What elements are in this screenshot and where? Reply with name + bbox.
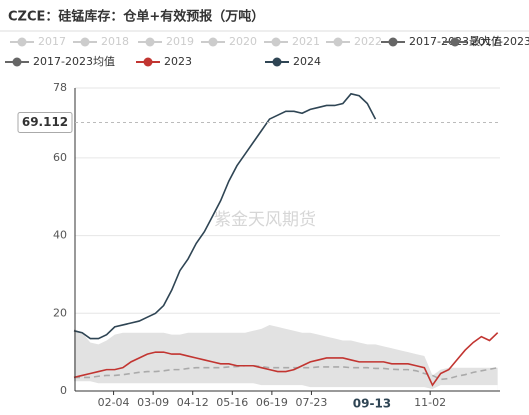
legend-icon (450, 37, 460, 47)
legend-label[interactable]: 2017-2023最小值 (471, 35, 529, 48)
area (74, 381, 498, 391)
legend-icon (272, 57, 282, 67)
legend-label[interactable]: 2022 (354, 35, 382, 48)
line (73, 332, 499, 387)
legend-label[interactable]: 2019 (166, 35, 194, 48)
x-tick-label: 04-12 (177, 396, 209, 409)
x-tick-label: 11-02 (414, 396, 446, 409)
pointer-label-x-box (349, 394, 394, 414)
y-tick-label: 60 (53, 151, 67, 164)
legend-icon (271, 37, 281, 47)
x-tick-label: 06-19 (256, 396, 288, 409)
legend-label[interactable]: 2017-2023均值 (33, 55, 115, 68)
legend-icon (17, 37, 27, 47)
line (73, 92, 377, 340)
legend-icon (145, 37, 155, 47)
x-tick-label: 03-09 (137, 396, 169, 409)
y-tick-label: 0 (60, 384, 67, 397)
watermark: 紫金天风期货 (214, 210, 316, 230)
legend-icon (12, 57, 22, 67)
chart-title: CZCE：硅锰库存：仓单+有效预报（万吨） (8, 9, 264, 25)
legend-label[interactable]: 2018 (101, 35, 129, 48)
legend-icon (80, 37, 90, 47)
legend-icon (388, 37, 398, 47)
legend-label[interactable]: 2020 (229, 35, 257, 48)
x-tick-label: 05-16 (216, 396, 248, 409)
pointer-label-y: 69.112 (22, 115, 68, 129)
pointer-label-y-box (17, 112, 73, 134)
legend-label[interactable]: 2017 (38, 35, 66, 48)
y-tick-label: 20 (53, 306, 67, 319)
y-tick-label: 78 (53, 81, 67, 94)
legend-icon (143, 57, 153, 67)
legend-icon (333, 37, 343, 47)
legend-icon (208, 37, 218, 47)
area (74, 324, 498, 391)
x-tick-label: 07-23 (295, 396, 327, 409)
legend-label[interactable]: 2023 (164, 55, 192, 68)
legend-label[interactable]: 2024 (293, 55, 321, 68)
y-tick-label: 40 (53, 229, 67, 242)
x-tick-label: 02-04 (98, 396, 130, 409)
pointer-label-x: 09-13 (353, 397, 391, 411)
legend-label[interactable]: 2021 (292, 35, 320, 48)
